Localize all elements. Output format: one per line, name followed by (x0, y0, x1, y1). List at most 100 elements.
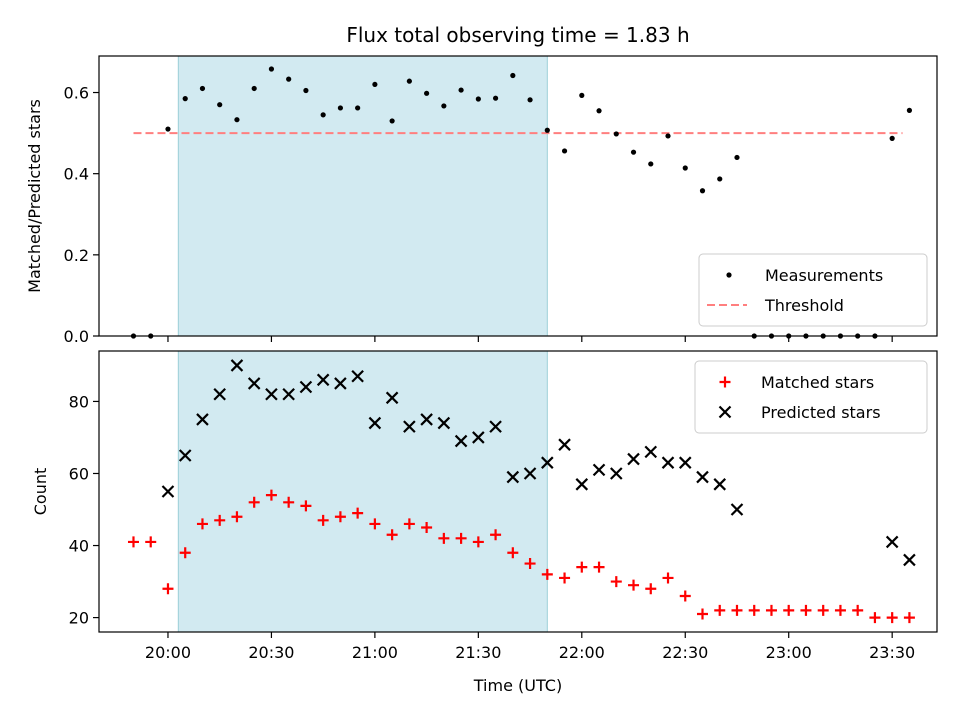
data-point-matched-stars (731, 604, 743, 616)
data-point-matched-stars (869, 612, 881, 624)
data-point-predicted-stars (523, 467, 537, 480)
data-point-predicted-stars (385, 391, 399, 405)
y-axis-label: Count (31, 468, 50, 516)
data-point-measurements (613, 131, 619, 137)
data-point-matched-stars (559, 572, 571, 584)
data-point-measurements (475, 96, 481, 102)
legend-box (698, 253, 928, 327)
legend-marker (718, 405, 732, 419)
data-point-measurements (579, 92, 585, 98)
data-point-measurements (682, 165, 688, 171)
data-point-matched-stars (903, 612, 915, 624)
x-tick-label: 21:00 (352, 643, 398, 662)
y-tick-label: 40 (69, 537, 89, 556)
data-point-matched-stars (127, 536, 139, 548)
y-tick-label: 80 (69, 392, 89, 411)
y-tick-label: 0.2 (64, 246, 89, 265)
ratio-panel: 0.0 0.2 0.4 0.6 Matched/Predicted stars Measu… (25, 55, 938, 346)
data-point-measurements (458, 87, 464, 93)
legend-box (694, 360, 928, 434)
data-point-measurements (510, 72, 516, 79)
data-point-predicted-stars (472, 431, 485, 444)
data-point-measurements (544, 127, 550, 133)
data-point-measurements (337, 105, 343, 111)
data-point-predicted-stars (334, 377, 347, 390)
y-tick-label: 0.6 (64, 84, 89, 103)
data-point-predicted-stars (213, 387, 226, 401)
legend: Matched stars Predicted stars (694, 360, 928, 434)
data-point-matched-stars (817, 604, 829, 616)
data-point-measurements (406, 78, 412, 84)
legend-label: Threshold (764, 296, 844, 315)
data-point-predicted-stars (489, 420, 502, 433)
x-tick-label: 22:30 (662, 643, 708, 662)
data-point-predicted-stars (368, 416, 382, 430)
data-point-measurements (699, 188, 706, 194)
legend-marker (719, 376, 731, 388)
data-point-matched-stars (524, 558, 536, 570)
data-point-matched-stars (610, 576, 622, 588)
data-point-predicted-stars (265, 387, 278, 401)
plot-frame (98, 55, 938, 337)
legend-label: Measurements (765, 266, 883, 285)
data-point-matched-stars (162, 583, 174, 595)
data-point-matched-stars (541, 568, 553, 580)
data-point-matched-stars (765, 604, 777, 616)
data-point-measurements (286, 76, 292, 82)
data-point-matched-stars (593, 561, 605, 573)
data-point-matched-stars (645, 583, 657, 595)
data-point-matched-stars (145, 536, 157, 548)
x-axis-label: Time (UTC) (473, 676, 562, 695)
data-point-matched-stars (662, 572, 674, 584)
data-point-matched-stars (334, 511, 346, 523)
data-point-matched-stars (472, 536, 484, 548)
x-tick-label: 23:00 (766, 643, 812, 662)
data-point-predicted-stars (437, 416, 451, 430)
data-point-matched-stars (248, 496, 260, 508)
data-point-matched-stars (369, 518, 381, 530)
data-point-predicted-stars (592, 463, 606, 477)
data-point-matched-stars (283, 496, 295, 508)
data-point-predicted-stars (541, 456, 554, 469)
data-point-matched-stars (628, 579, 640, 591)
x-tick-label: 20:30 (248, 643, 294, 662)
data-point-predicted-stars (299, 380, 313, 394)
data-point-measurements (717, 176, 723, 182)
data-point-measurements (734, 154, 740, 161)
data-point-measurements (251, 85, 257, 92)
x-tick-label: 20:00 (145, 643, 191, 662)
data-point-matched-stars (214, 514, 226, 526)
data-point-measurements (889, 135, 895, 141)
data-point-matched-stars (421, 522, 433, 534)
data-point-matched-stars (317, 514, 329, 526)
data-point-measurements (165, 126, 171, 132)
y-axis-label: Matched/Predicted stars (25, 99, 44, 293)
data-point-measurements (665, 133, 671, 139)
chart-title: Flux total observing time = 1.83 h (346, 23, 689, 47)
data-point-measurements (372, 81, 378, 88)
data-point-matched-stars (352, 507, 364, 519)
x-tick-label: 23:30 (869, 643, 915, 662)
legend-marker (726, 272, 732, 278)
data-point-matched-stars (490, 529, 502, 541)
data-point-predicted-stars (316, 373, 330, 387)
data-point-predicted-stars (247, 377, 261, 390)
data-point-measurements (527, 97, 533, 103)
data-point-measurements (596, 108, 602, 114)
data-point-predicted-stars (885, 535, 899, 549)
data-point-matched-stars (834, 604, 846, 616)
data-point-measurements (648, 161, 654, 167)
y-tick-label: 20 (69, 609, 89, 628)
data-point-matched-stars (231, 511, 243, 523)
data-point-matched-stars (748, 604, 760, 616)
data-point-matched-stars (507, 547, 519, 559)
data-point-matched-stars (438, 532, 450, 544)
count-panel: 20 40 60 80 20:00 20:30 21:00 21:30 22:00 22:30 23… (31, 350, 938, 662)
data-point-matched-stars (265, 489, 277, 501)
data-point-predicted-stars (506, 470, 520, 484)
data-point-measurements (199, 85, 206, 92)
legend: Measurements Threshold (698, 253, 928, 327)
data-point-predicted-stars (351, 369, 364, 383)
data-point-matched-stars (179, 547, 191, 559)
